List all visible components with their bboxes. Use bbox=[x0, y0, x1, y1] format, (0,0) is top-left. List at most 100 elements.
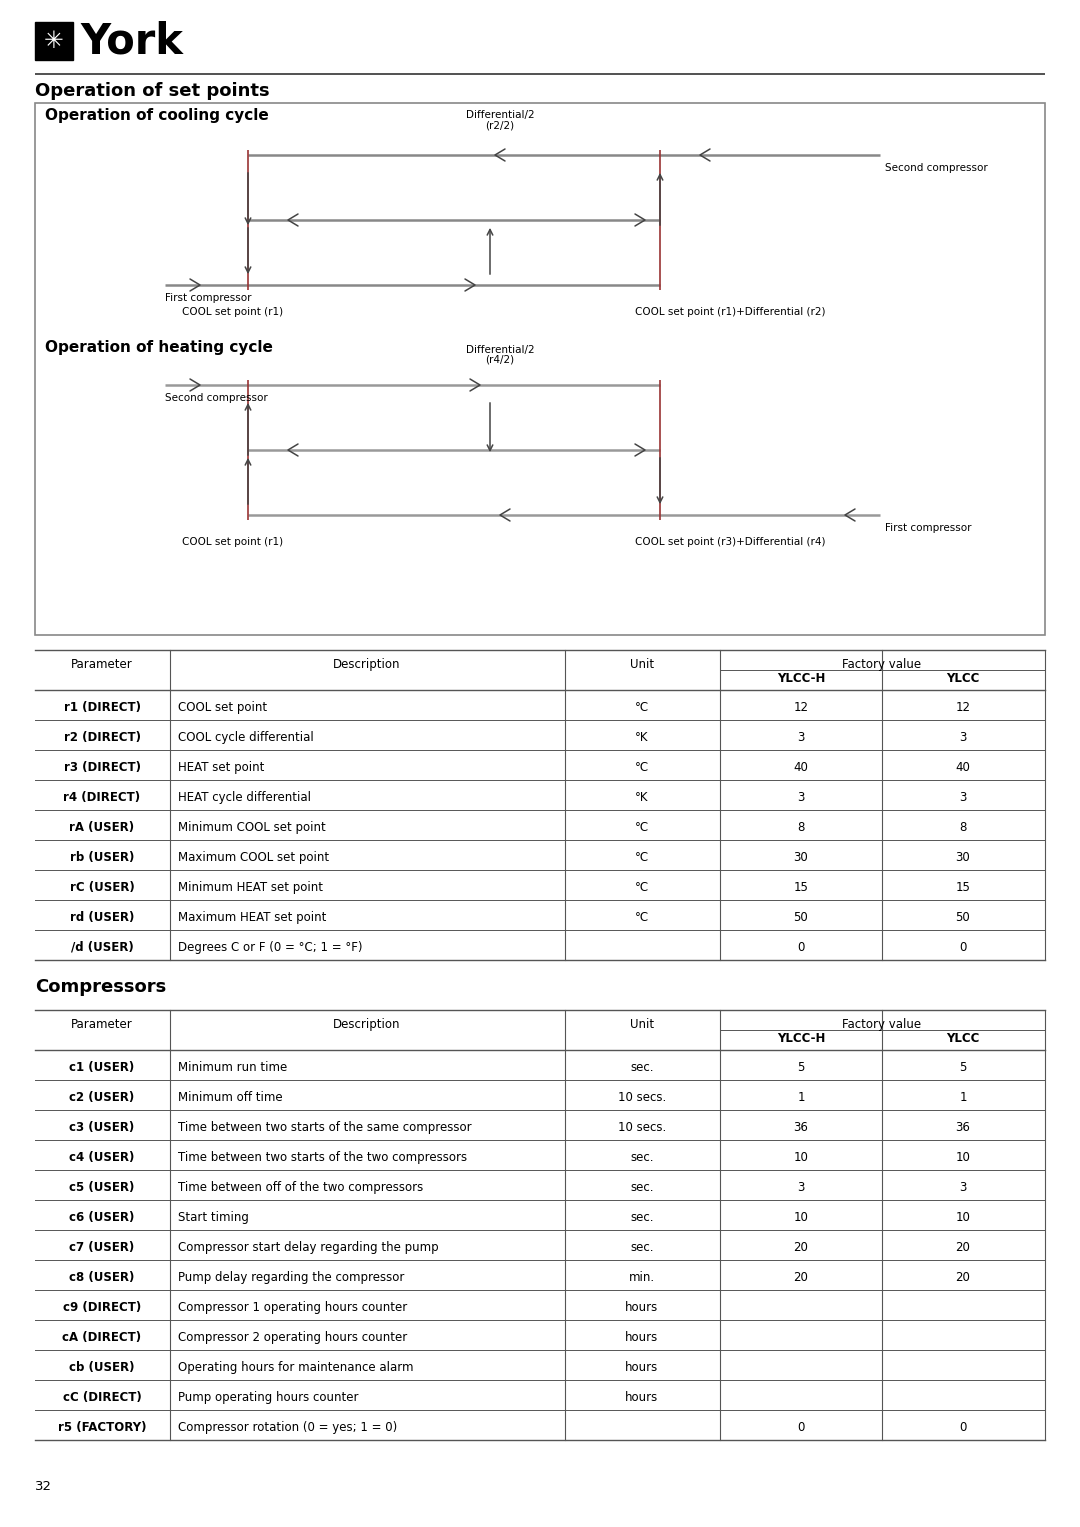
Text: COOL set point (r1): COOL set point (r1) bbox=[183, 307, 284, 318]
Text: 5: 5 bbox=[797, 1061, 805, 1073]
Text: 15: 15 bbox=[956, 881, 971, 893]
Text: c1 (USER): c1 (USER) bbox=[69, 1061, 135, 1073]
Text: 3: 3 bbox=[959, 731, 967, 744]
Text: 50: 50 bbox=[956, 912, 970, 924]
Text: 0: 0 bbox=[797, 941, 805, 954]
Text: Compressor start delay regarding the pump: Compressor start delay regarding the pum… bbox=[178, 1241, 438, 1254]
Text: Minimum off time: Minimum off time bbox=[178, 1090, 283, 1104]
Text: Maximum HEAT set point: Maximum HEAT set point bbox=[178, 912, 326, 924]
Text: 5: 5 bbox=[959, 1061, 967, 1073]
Text: Compressor 1 operating hours counter: Compressor 1 operating hours counter bbox=[178, 1301, 407, 1315]
Text: Factory value: Factory value bbox=[842, 1019, 921, 1031]
Text: Second compressor: Second compressor bbox=[165, 392, 268, 403]
Text: 0: 0 bbox=[797, 1422, 805, 1434]
Text: 36: 36 bbox=[794, 1121, 809, 1135]
Text: cA (DIRECT): cA (DIRECT) bbox=[63, 1332, 141, 1344]
Text: Factory value: Factory value bbox=[842, 658, 921, 670]
Text: 3: 3 bbox=[959, 1180, 967, 1194]
Text: Minimum COOL set point: Minimum COOL set point bbox=[178, 822, 326, 834]
Text: c9 (DIRECT): c9 (DIRECT) bbox=[63, 1301, 141, 1315]
Text: YLCC: YLCC bbox=[946, 672, 980, 686]
Text: 50: 50 bbox=[794, 912, 808, 924]
Text: COOL set point (r3)+Differential (r4): COOL set point (r3)+Differential (r4) bbox=[635, 538, 825, 547]
Text: /d (USER): /d (USER) bbox=[70, 941, 133, 954]
Text: 20: 20 bbox=[956, 1270, 971, 1284]
Text: Compressors: Compressors bbox=[35, 977, 166, 996]
Text: Parameter: Parameter bbox=[71, 658, 133, 670]
Text: 10: 10 bbox=[956, 1211, 971, 1225]
Text: r5 (FACTORY): r5 (FACTORY) bbox=[57, 1422, 146, 1434]
Text: c2 (USER): c2 (USER) bbox=[69, 1090, 135, 1104]
Text: Parameter: Parameter bbox=[71, 1019, 133, 1031]
Text: Operation of cooling cycle: Operation of cooling cycle bbox=[45, 108, 269, 124]
Text: Time between two starts of the two compressors: Time between two starts of the two compr… bbox=[178, 1151, 468, 1164]
Text: 1: 1 bbox=[797, 1090, 805, 1104]
Text: Time between two starts of the same compressor: Time between two starts of the same comp… bbox=[178, 1121, 472, 1135]
Text: 36: 36 bbox=[956, 1121, 971, 1135]
Text: r2 (DIRECT): r2 (DIRECT) bbox=[64, 731, 140, 744]
Text: Pump delay regarding the compressor: Pump delay regarding the compressor bbox=[178, 1270, 404, 1284]
Text: 30: 30 bbox=[956, 851, 970, 864]
Text: Differential/2: Differential/2 bbox=[465, 110, 535, 121]
Text: (r4/2): (r4/2) bbox=[485, 354, 514, 365]
Text: 3: 3 bbox=[797, 791, 805, 805]
Text: 12: 12 bbox=[794, 701, 809, 715]
Text: c3 (USER): c3 (USER) bbox=[69, 1121, 135, 1135]
Text: 32: 32 bbox=[35, 1480, 52, 1493]
Text: 30: 30 bbox=[794, 851, 808, 864]
Text: °C: °C bbox=[635, 912, 649, 924]
Text: YLCC: YLCC bbox=[946, 1032, 980, 1044]
Text: sec.: sec. bbox=[631, 1151, 653, 1164]
Text: c7 (USER): c7 (USER) bbox=[69, 1241, 135, 1254]
Text: cC (DIRECT): cC (DIRECT) bbox=[63, 1391, 141, 1403]
Text: sec.: sec. bbox=[631, 1061, 653, 1073]
Text: HEAT cycle differential: HEAT cycle differential bbox=[178, 791, 311, 805]
Text: HEAT set point: HEAT set point bbox=[178, 760, 265, 774]
Text: Unit: Unit bbox=[630, 1019, 654, 1031]
Text: 8: 8 bbox=[797, 822, 805, 834]
Text: 20: 20 bbox=[794, 1241, 809, 1254]
Text: 1: 1 bbox=[959, 1090, 967, 1104]
Text: YLCC-H: YLCC-H bbox=[777, 1032, 825, 1044]
Text: 20: 20 bbox=[794, 1270, 809, 1284]
Text: sec.: sec. bbox=[631, 1211, 653, 1225]
Text: 20: 20 bbox=[956, 1241, 971, 1254]
Text: YLCC-H: YLCC-H bbox=[777, 672, 825, 686]
Text: r3 (DIRECT): r3 (DIRECT) bbox=[64, 760, 140, 774]
Text: COOL set point: COOL set point bbox=[178, 701, 267, 715]
Text: COOL set point (r1): COOL set point (r1) bbox=[183, 538, 284, 547]
Text: Operation of heating cycle: Operation of heating cycle bbox=[45, 341, 273, 354]
Text: Second compressor: Second compressor bbox=[885, 163, 988, 173]
Text: Description: Description bbox=[334, 1019, 401, 1031]
Text: 0: 0 bbox=[959, 941, 967, 954]
Text: Minimum HEAT set point: Minimum HEAT set point bbox=[178, 881, 323, 893]
Text: ✳: ✳ bbox=[44, 29, 64, 53]
Text: °C: °C bbox=[635, 760, 649, 774]
Text: 40: 40 bbox=[956, 760, 971, 774]
Text: rC (USER): rC (USER) bbox=[69, 881, 134, 893]
Text: Compressor rotation (0 = yes; 1 = 0): Compressor rotation (0 = yes; 1 = 0) bbox=[178, 1422, 397, 1434]
Text: 8: 8 bbox=[959, 822, 967, 834]
Text: 0: 0 bbox=[959, 1422, 967, 1434]
Text: Operating hours for maintenance alarm: Operating hours for maintenance alarm bbox=[178, 1361, 414, 1374]
Text: c4 (USER): c4 (USER) bbox=[69, 1151, 135, 1164]
Text: rA (USER): rA (USER) bbox=[69, 822, 135, 834]
Text: Minimum run time: Minimum run time bbox=[178, 1061, 287, 1073]
Text: Compressor 2 operating hours counter: Compressor 2 operating hours counter bbox=[178, 1332, 407, 1344]
Text: 15: 15 bbox=[794, 881, 809, 893]
Text: 3: 3 bbox=[797, 1180, 805, 1194]
Text: Differential/2: Differential/2 bbox=[465, 345, 535, 354]
Text: c8 (USER): c8 (USER) bbox=[69, 1270, 135, 1284]
Text: Start timing: Start timing bbox=[178, 1211, 248, 1225]
Text: Maximum COOL set point: Maximum COOL set point bbox=[178, 851, 329, 864]
Text: Operation of set points: Operation of set points bbox=[35, 82, 270, 99]
Text: °C: °C bbox=[635, 701, 649, 715]
Text: Degrees C or F (0 = °C; 1 = °F): Degrees C or F (0 = °C; 1 = °F) bbox=[178, 941, 363, 954]
Bar bbox=[35, 102, 1045, 635]
Text: Time between off of the two compressors: Time between off of the two compressors bbox=[178, 1180, 423, 1194]
Text: 3: 3 bbox=[797, 731, 805, 744]
Text: °C: °C bbox=[635, 822, 649, 834]
Text: hours: hours bbox=[625, 1361, 659, 1374]
Text: COOL cycle differential: COOL cycle differential bbox=[178, 731, 314, 744]
Text: c5 (USER): c5 (USER) bbox=[69, 1180, 135, 1194]
